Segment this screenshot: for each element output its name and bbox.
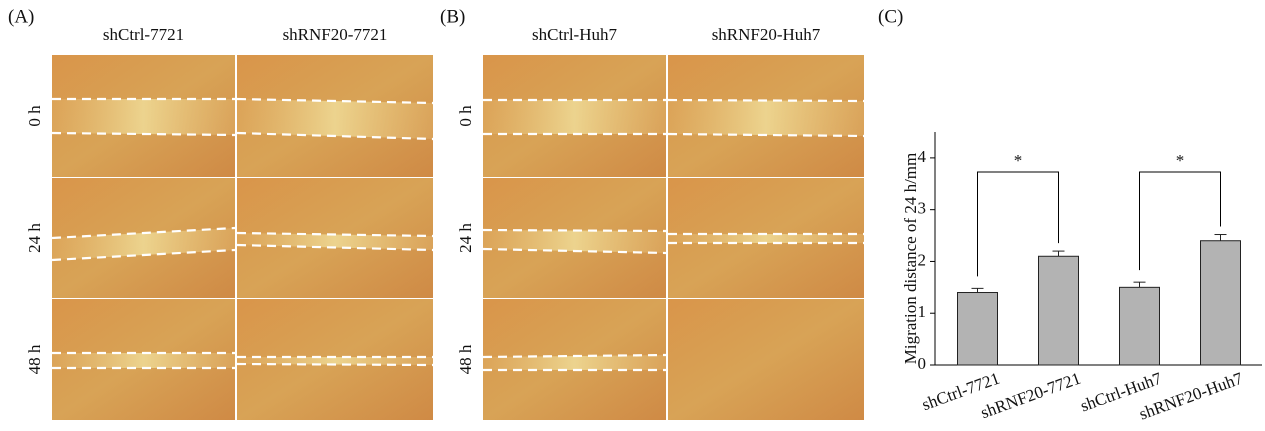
wound-edge: [51, 131, 236, 137]
significance-bracket: [977, 171, 1059, 277]
panel-label: (A): [8, 6, 34, 27]
significance-label: *: [1014, 151, 1023, 170]
y-tick-label: 3: [918, 199, 927, 218]
y-tick-label: 2: [918, 250, 927, 269]
row-label: 48 h: [25, 344, 44, 374]
bar: [1200, 240, 1241, 366]
error-bar: [971, 287, 984, 293]
wound-edge: [482, 228, 667, 233]
wound-edge: [236, 231, 434, 238]
significance-label: *: [1176, 151, 1185, 170]
column-header: shCtrl-Huh7: [532, 25, 618, 44]
wound-edge: [236, 97, 434, 105]
panel-label: (C): [878, 6, 903, 27]
row-label: 24 h: [456, 223, 475, 253]
wound-gap: [668, 234, 864, 243]
wound-gap: [483, 230, 666, 253]
wound-gap: [52, 99, 235, 135]
wound-edge: [236, 131, 434, 141]
row-label: 24 h: [25, 223, 44, 253]
micrograph: [668, 299, 864, 420]
row-label: 0 h: [25, 105, 44, 127]
bar: [1119, 286, 1160, 366]
y-tick-label: 1: [918, 302, 927, 321]
error-bar: [1214, 234, 1227, 241]
wound-edge: [482, 247, 667, 255]
wound-edge: [236, 243, 434, 252]
column-header: shRNF20-7721: [283, 25, 388, 44]
row-label: 0 h: [456, 105, 475, 127]
wound-gap: [483, 355, 666, 370]
wound-edge: [482, 353, 667, 359]
wound-gap: [483, 100, 666, 134]
panel-label: (B): [440, 6, 465, 27]
y-tick-label: 0: [918, 354, 927, 373]
wound-gap: [52, 353, 235, 368]
y-axis-label: Migration distance of 24 h/mm: [901, 153, 920, 365]
significance-bracket: [1139, 171, 1221, 271]
column-header: shRNF20-Huh7: [712, 25, 821, 44]
wound-edge: [667, 98, 865, 103]
wound-edge: [667, 132, 865, 138]
bar: [1038, 255, 1079, 366]
wound-edge: [51, 248, 236, 262]
y-tick-label: 4: [918, 147, 927, 166]
wound-gap: [668, 100, 864, 136]
row-label: 48 h: [456, 344, 475, 374]
column-header: shCtrl-7721: [103, 25, 184, 44]
wound-gap: [237, 99, 433, 139]
wound-edge: [236, 362, 434, 367]
wound-edge: [51, 226, 236, 240]
error-bar: [1133, 281, 1146, 288]
error-bar: [1052, 250, 1065, 257]
bar: [957, 292, 998, 366]
wound-gap: [237, 357, 433, 365]
